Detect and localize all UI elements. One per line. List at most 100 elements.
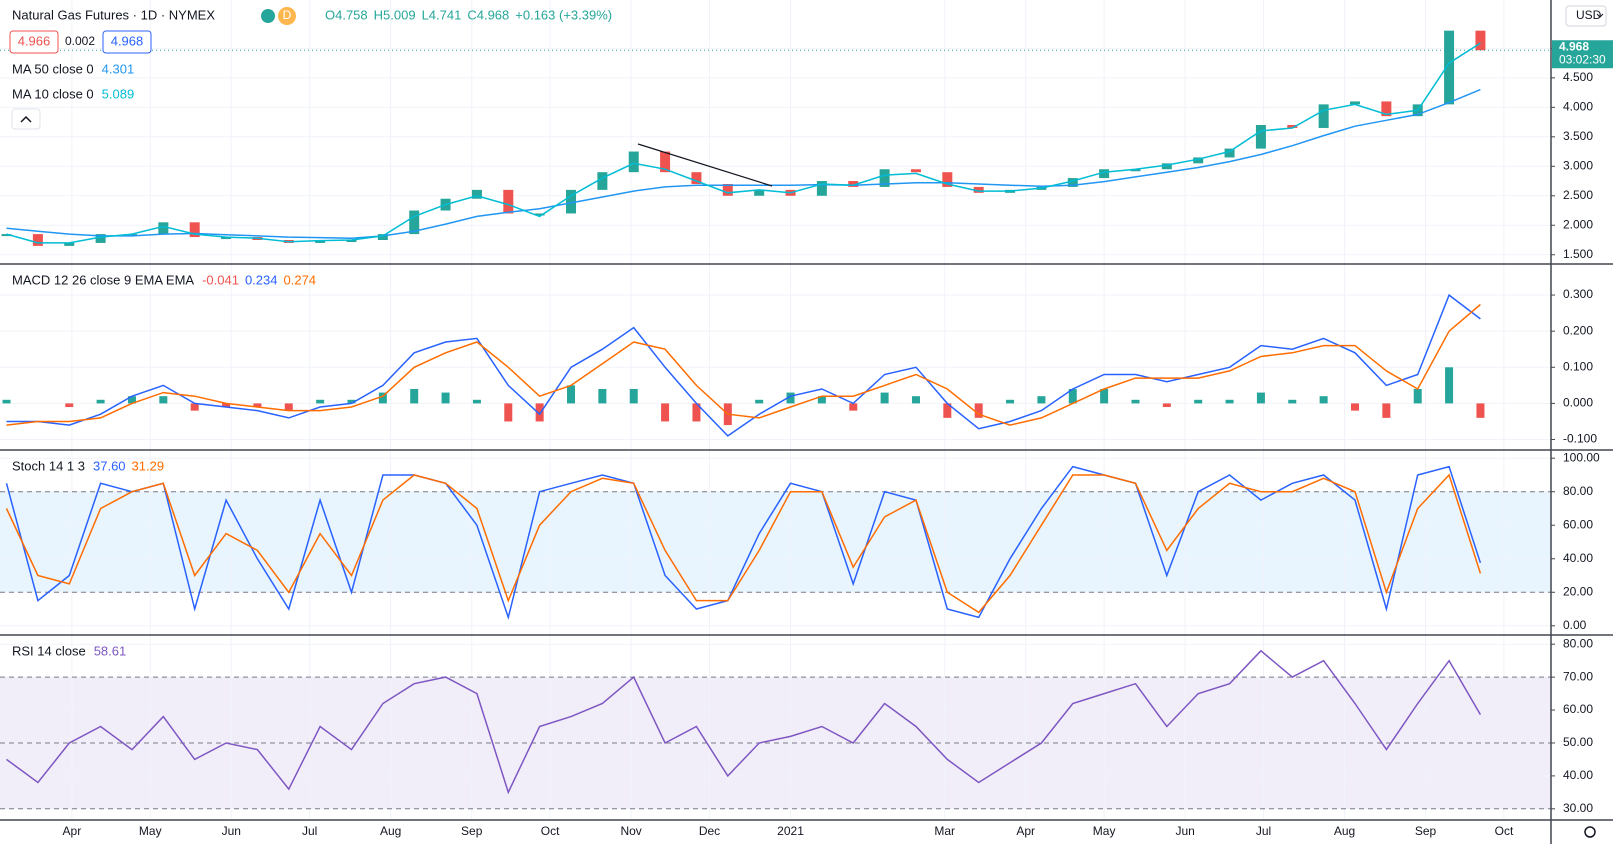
- candle: [754, 189, 765, 196]
- y-tick-label: 60.00: [1563, 517, 1593, 531]
- y-tick-label: 1.500: [1563, 247, 1593, 261]
- trend-line[interactable]: [637, 143, 773, 187]
- candle: [1193, 157, 1204, 164]
- countdown: 03:02:30: [1559, 52, 1606, 66]
- ask-box[interactable]: [102, 30, 152, 54]
- histogram-bar: [849, 403, 858, 411]
- candle: [95, 234, 106, 243]
- histogram-bar: [1382, 403, 1391, 418]
- candle: [628, 151, 639, 173]
- histogram-bar: [410, 388, 419, 404]
- candle: [879, 169, 890, 187]
- y-tick-label: 80.00: [1563, 636, 1593, 650]
- candle: [1318, 104, 1329, 128]
- y-tick-label: 4.000: [1563, 99, 1593, 113]
- candle: [691, 172, 702, 184]
- histogram-bar: [1006, 399, 1015, 404]
- x-tick-label: Jul: [1256, 824, 1271, 838]
- ohlc-value: L4.741: [422, 7, 462, 22]
- legend-value: 37.60: [93, 458, 126, 473]
- candle: [1224, 148, 1235, 158]
- histogram-bar: [65, 403, 74, 408]
- y-tick-label: 4.500: [1563, 70, 1593, 84]
- pane-title: MACD 12 26 close 9 EMA EMA: [12, 272, 194, 287]
- histogram-bar: [1256, 392, 1265, 404]
- histogram-bar: [567, 385, 576, 404]
- x-tick-label: Dec: [699, 824, 720, 838]
- histogram-bar: [1068, 388, 1077, 404]
- status-dot: [261, 9, 275, 23]
- y-tick-label: 20.00: [1563, 584, 1593, 598]
- histogram-bar: [347, 399, 356, 404]
- histogram-bar: [692, 403, 701, 422]
- histogram-bar: [661, 403, 670, 422]
- histogram-bar: [755, 399, 764, 404]
- histogram-bar: [598, 388, 607, 404]
- legend-name: MA 10 close 0: [12, 86, 94, 101]
- histogram-bar: [1319, 396, 1328, 404]
- y-tick-label: 0.200: [1563, 323, 1593, 337]
- series-line: [6, 649, 1482, 795]
- histogram-bar: [2, 399, 11, 404]
- y-tick-label: 3.500: [1563, 129, 1593, 143]
- histogram-bar: [1476, 403, 1485, 418]
- histogram-bar: [535, 403, 544, 422]
- histogram-bar: [1225, 399, 1234, 404]
- histogram-bar: [1162, 403, 1171, 408]
- x-tick-label: Jun: [222, 824, 241, 838]
- ohlc-value: +0.163 (+3.39%): [515, 7, 612, 22]
- ohlc: O4.758 H5.009 L4.741 C4.968 +0.163 (+3.39%): [325, 7, 612, 22]
- histogram-bar: [1100, 388, 1109, 404]
- histogram-bar: [96, 399, 105, 404]
- series-line: [6, 42, 1481, 244]
- histogram-bar: [127, 396, 136, 404]
- x-tick-label: 2021: [777, 824, 804, 838]
- x-tick-label: Sep: [1415, 824, 1437, 838]
- x-tick-label: Sep: [461, 824, 483, 838]
- candle: [534, 213, 545, 216]
- candle: [189, 222, 200, 238]
- candle: [1255, 125, 1266, 149]
- candle: [1350, 101, 1361, 105]
- histogram-bar: [472, 399, 481, 404]
- candle: [942, 172, 953, 187]
- currency-button[interactable]: [1565, 5, 1607, 27]
- y-tick-label: 30.00: [1563, 801, 1593, 815]
- histogram-bar: [1194, 399, 1203, 404]
- x-tick-label: Jul: [302, 824, 317, 838]
- x-tick-label: Jun: [1175, 824, 1194, 838]
- histogram-bar: [911, 396, 920, 404]
- histogram-bar: [786, 392, 795, 404]
- histogram-bar: [253, 403, 262, 408]
- collapse-button[interactable]: [11, 108, 41, 130]
- candle: [158, 222, 169, 235]
- bid-box[interactable]: [9, 30, 59, 54]
- ohlc-value: O4.758: [325, 7, 368, 22]
- histogram-bar: [1351, 403, 1360, 411]
- legend-value: 5.089: [102, 86, 135, 101]
- pane-title: Stoch 14 1 3: [12, 458, 85, 473]
- badge[interactable]: [278, 7, 296, 25]
- y-tick-label: 0.100: [1563, 359, 1593, 373]
- histogram-bar: [1413, 388, 1422, 404]
- spread: 0.002: [65, 34, 95, 48]
- candle: [1067, 178, 1078, 187]
- candle: [816, 181, 827, 196]
- candle: [471, 189, 482, 199]
- x-tick-label: May: [1093, 824, 1116, 838]
- badge-label: D: [283, 8, 292, 22]
- candle: [503, 189, 514, 214]
- histogram-bar: [222, 403, 231, 408]
- y-tick-label: 100.00: [1563, 450, 1600, 464]
- histogram-bar: [190, 403, 199, 411]
- y-tick-label: 0.000: [1563, 396, 1593, 410]
- x-tick-label: Apr: [63, 824, 82, 838]
- symbol-title[interactable]: Natural Gas Futures · 1D · NYMEX: [12, 7, 215, 22]
- x-tick-label: Nov: [620, 824, 641, 838]
- y-tick-label: 50.00: [1563, 735, 1593, 749]
- x-tick-label: Oct: [541, 824, 560, 838]
- histogram-bar: [1131, 399, 1140, 404]
- settings-icon[interactable]: [1584, 826, 1596, 838]
- mark-layer: [0, 30, 1551, 795]
- candle: [377, 234, 388, 240]
